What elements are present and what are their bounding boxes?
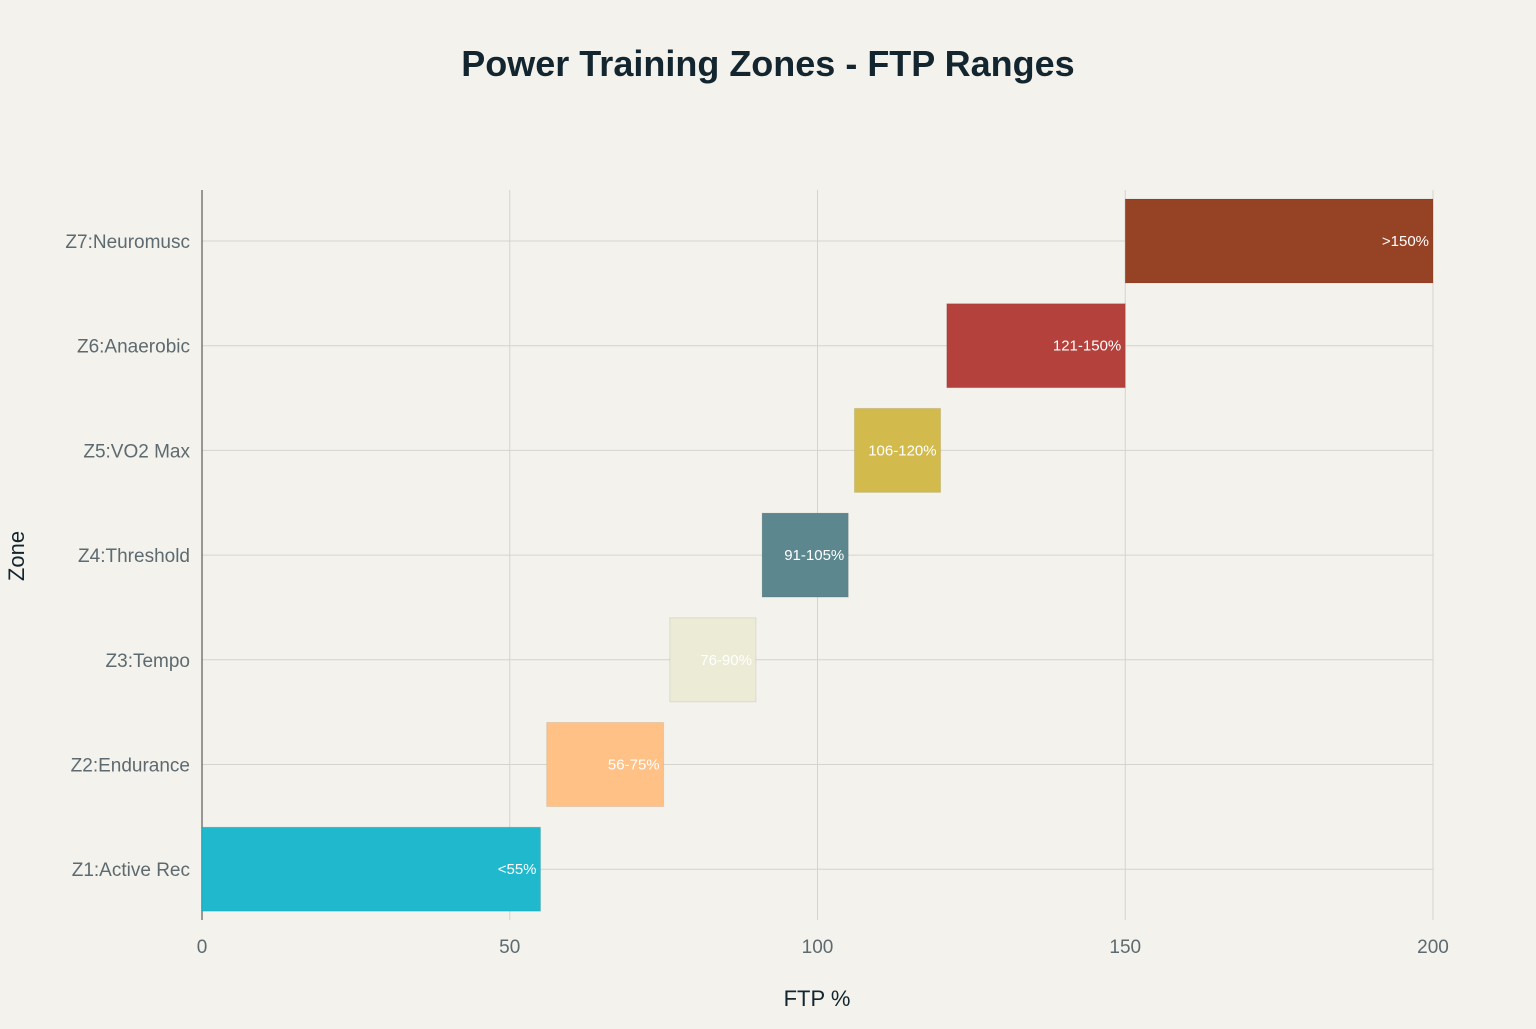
bar-value-label: 106-120% [868, 442, 936, 459]
bar [546, 722, 665, 807]
y-tick-label: Z2:Endurance [71, 756, 190, 777]
bar-value-label: 76-90% [700, 652, 752, 669]
bar [761, 512, 849, 598]
bar [201, 826, 542, 912]
bar [1124, 198, 1434, 284]
x-axis-title: FTP % [784, 986, 851, 1011]
x-tick-label: 150 [1109, 937, 1141, 958]
y-tick-label: Z7:Neuromusc [65, 232, 190, 253]
y-axis-title: Zone [4, 531, 29, 581]
x-tick-label: 100 [802, 937, 834, 958]
bar-value-label: 121-150% [1053, 338, 1121, 355]
chart-title: Power Training Zones - FTP Ranges [461, 43, 1074, 84]
bar [669, 617, 757, 703]
bar [946, 303, 1126, 389]
bars-layer: <55% 56-75% 76-90% 91-105% 106-120% 121-150% >… [201, 198, 1434, 912]
bar-value-label: 56-75% [608, 757, 660, 774]
bar-value-label: >150% [1382, 233, 1429, 250]
bar-value-label: 91-105% [784, 547, 844, 564]
x-tick-label: 200 [1417, 937, 1449, 958]
x-tick-label: 0 [197, 937, 208, 958]
bar-value-label: <55% [498, 861, 537, 878]
category-labels: Z1:Active Rec Z2:Endurance Z3:Tempo Z4:Thre… [65, 232, 190, 881]
x-tick-labels: 0 50 100 150 200 [197, 937, 1449, 958]
bar [853, 407, 942, 493]
y-tick-label: Z3:Tempo [106, 651, 190, 672]
y-tick-label: Z4:Threshold [78, 546, 190, 567]
x-tick-label: 50 [499, 937, 520, 958]
y-tick-label: Z5:VO2 Max [83, 441, 190, 462]
y-tick-label: Z1:Active Rec [72, 860, 190, 881]
y-tick-label: Z6:Anaerobic [77, 337, 190, 358]
